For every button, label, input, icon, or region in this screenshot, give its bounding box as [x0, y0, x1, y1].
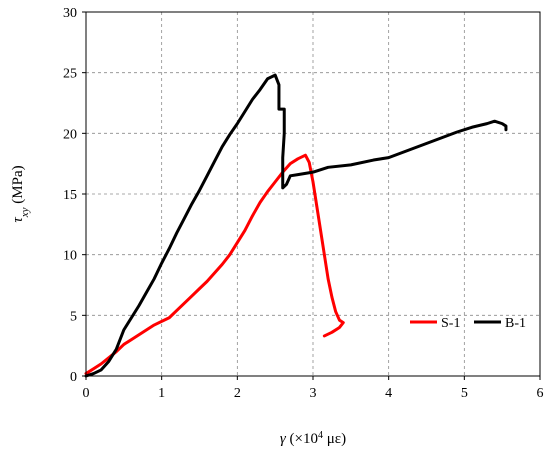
y-tick-label: 10 [63, 249, 77, 264]
x-tick-label: 5 [461, 386, 468, 401]
gridlines [86, 12, 540, 376]
x-tick-label: 6 [537, 386, 544, 401]
x-tick-label: 2 [234, 386, 241, 401]
series-line-s-1 [84, 153, 345, 376]
x-axis-symbol: γ [280, 431, 287, 447]
y-tick-label: 15 [63, 188, 77, 203]
tick-labels: 0 1 2 3 4 5 6 0 5 10 15 20 25 30 [63, 6, 544, 401]
series-layer [84, 73, 508, 378]
legend-label-s1: S-1 [441, 316, 460, 331]
y-tick-label: 20 [63, 127, 77, 142]
x-tick-label: 4 [385, 386, 392, 401]
x-axis-exponent: 4 [318, 430, 323, 441]
x-axis-unit: με) [323, 431, 346, 447]
y-tick-label: 30 [63, 6, 77, 21]
x-tick-label: 3 [310, 386, 317, 401]
y-axis-subscript: xy [19, 207, 31, 218]
x-tick-label: 0 [83, 386, 90, 401]
y-tick-label: 5 [70, 309, 77, 324]
x-tick-label: 1 [158, 386, 165, 401]
legend-label-b1: B-1 [505, 316, 526, 331]
y-axis-symbol: τ [10, 217, 26, 223]
x-axis-text: (×10 [286, 431, 318, 447]
series-line-b-1 [84, 73, 508, 378]
x-axis-label: γ (×104 με) [280, 430, 346, 448]
y-axis-label: τxy (MPa) [10, 165, 31, 222]
legend: S-1 B-1 [410, 316, 526, 331]
y-tick-label: 0 [70, 370, 77, 385]
y-tick-label: 25 [63, 67, 77, 82]
y-axis-unit: (MPa) [10, 165, 26, 207]
